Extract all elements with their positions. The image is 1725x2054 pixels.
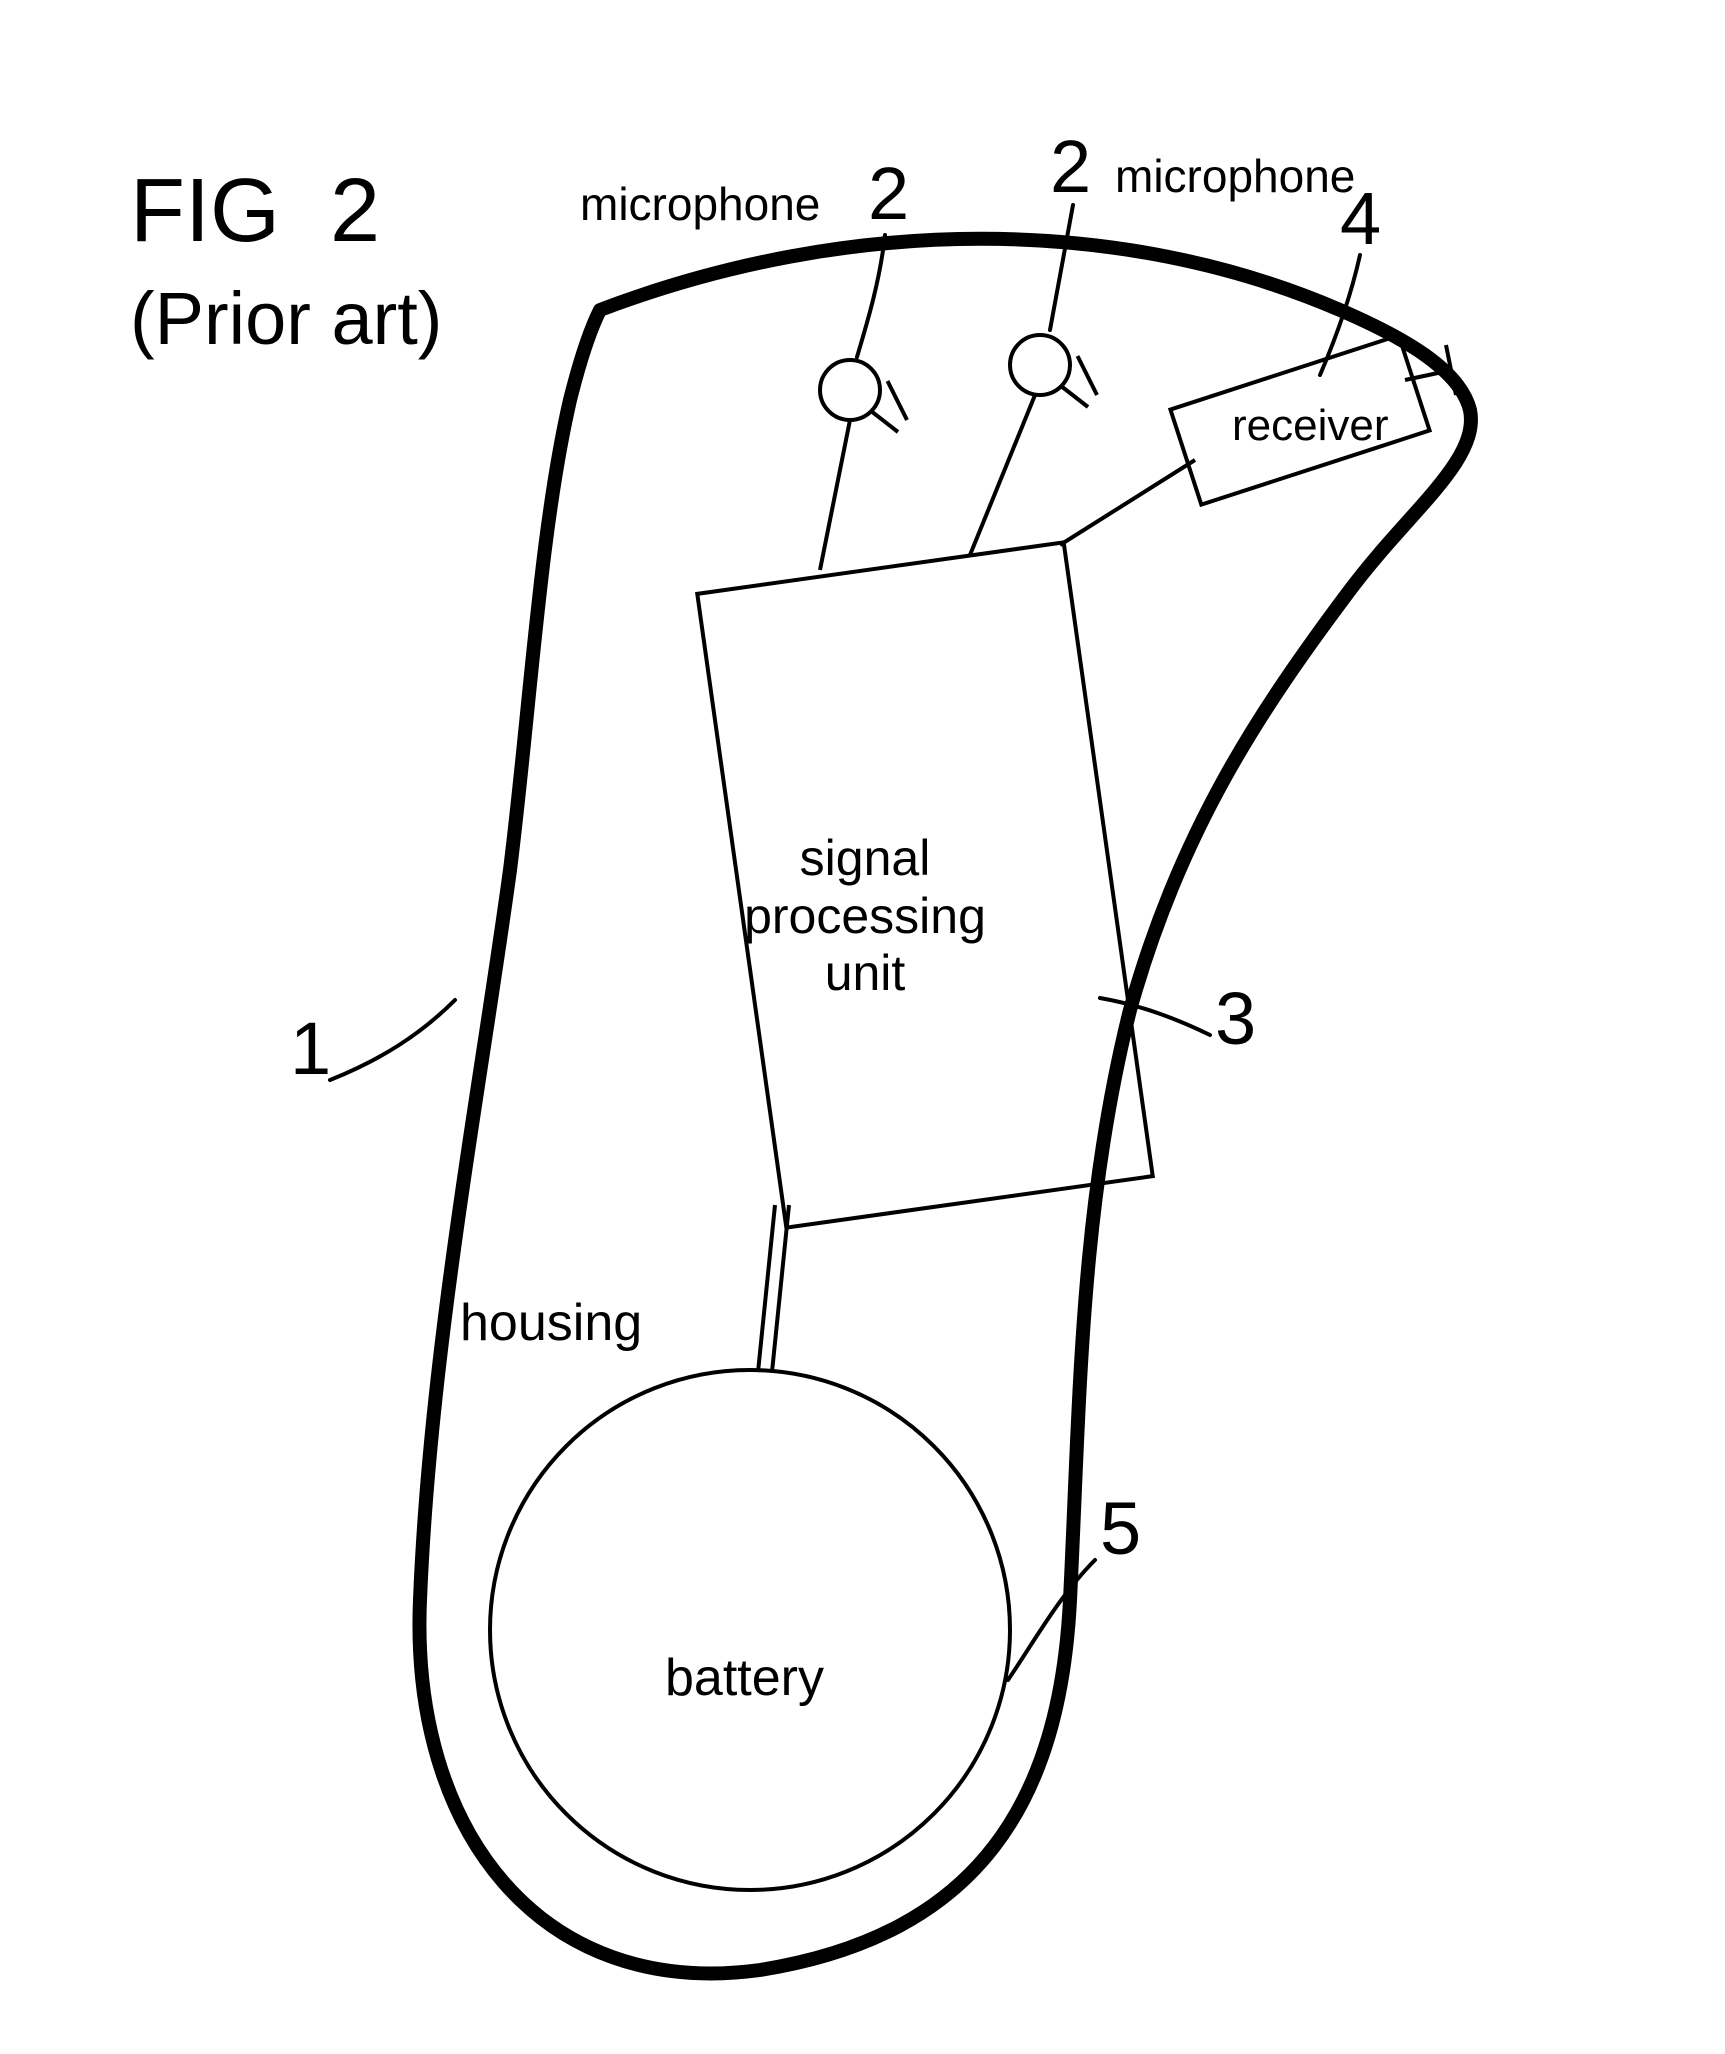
ref-2a: 2: [868, 151, 909, 236]
figure-title-line1: FIG 2: [130, 160, 380, 263]
ref-5: 5: [1100, 1486, 1141, 1571]
mic2-label: microphone: [1115, 149, 1355, 203]
battery-label: battery: [665, 1648, 824, 1708]
housing-label: housing: [460, 1293, 642, 1353]
ref-1: 1: [290, 1006, 331, 1091]
ref-2b: 2: [1050, 124, 1091, 209]
mic1-label: microphone: [580, 177, 820, 231]
spu-label: signal processing unit: [735, 830, 995, 1003]
diagram-stage: FIG 2 (Prior art) housing microphone mic…: [0, 0, 1725, 2054]
ref-3: 3: [1215, 976, 1256, 1061]
ref-4: 4: [1340, 176, 1381, 261]
receiver-label: receiver: [1232, 401, 1389, 451]
figure-title-line2: (Prior art): [130, 276, 442, 361]
